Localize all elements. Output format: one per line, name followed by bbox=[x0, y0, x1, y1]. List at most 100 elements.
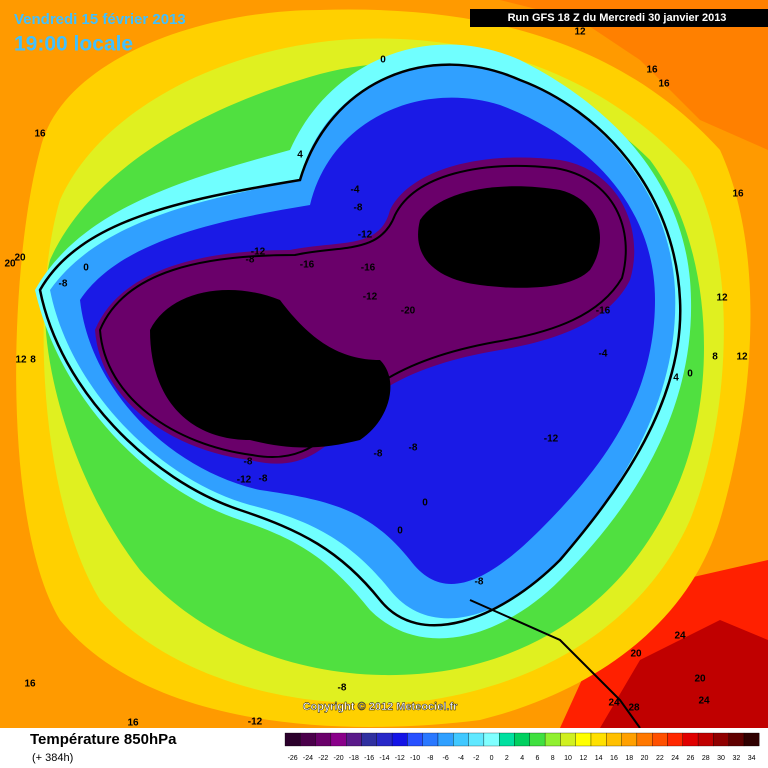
contour-24 bbox=[98, 164, 627, 459]
legend-label: -4 bbox=[458, 755, 464, 762]
contour-label: -8 bbox=[475, 577, 484, 588]
legend-label: 14 bbox=[595, 755, 603, 762]
legend-swatch bbox=[743, 732, 760, 747]
contour-label: -8 bbox=[354, 203, 363, 214]
legend-label: -24 bbox=[303, 755, 313, 762]
contour-label: 20 bbox=[630, 649, 642, 660]
legend-label: 34 bbox=[748, 755, 756, 762]
legend-label: 26 bbox=[687, 755, 695, 762]
legend: -26 -24 -22 -20 -18 -16 -14 -12 -10 -8 -6 -4 -2 0 2 4 6 8… bbox=[284, 732, 760, 762]
run-box bbox=[470, 9, 768, 27]
contour-label: -12 bbox=[251, 247, 266, 258]
legend-swatch bbox=[514, 732, 530, 747]
contour-label: -8 bbox=[338, 683, 347, 694]
legend-label: 18 bbox=[625, 755, 633, 762]
legend-label: -10 bbox=[410, 755, 420, 762]
legend-label: -8 bbox=[427, 755, 433, 762]
contour-label: -20 bbox=[401, 306, 416, 317]
legend-swatch bbox=[697, 732, 714, 747]
contour-label: -4 bbox=[351, 185, 360, 196]
copyright: Copyright © 2012 Meteociel.fr bbox=[303, 701, 459, 713]
contour-label: 4 bbox=[673, 373, 679, 384]
contour-label: 24 bbox=[608, 698, 620, 709]
legend-swatch bbox=[422, 732, 439, 747]
legend-label: -26 bbox=[288, 755, 298, 762]
contour-label: -28 bbox=[332, 376, 347, 387]
contour-label: 16 bbox=[732, 189, 744, 200]
contour-labels: 04-4-8-12-16 -16-12-20-28-32-28-24-16-4-3… bbox=[4, 27, 748, 729]
contour-label: 12 bbox=[716, 293, 728, 304]
contour-label: 0 bbox=[83, 263, 89, 274]
legend-swatch bbox=[728, 732, 745, 747]
legend-swatch bbox=[499, 732, 515, 747]
legend-swatch bbox=[300, 732, 316, 747]
legend-label: 0 bbox=[490, 755, 494, 762]
footer-subtitle: (+ 384h) bbox=[32, 752, 73, 764]
contour-label: -8 bbox=[259, 474, 268, 485]
contour-label: -32 bbox=[513, 230, 528, 241]
legend-swatch bbox=[376, 732, 393, 747]
contour-label: -4 bbox=[599, 349, 608, 360]
contour-label: -12 bbox=[237, 475, 252, 486]
contour-label: -28 bbox=[213, 404, 228, 415]
contour-label: 8 bbox=[712, 352, 718, 363]
contour-label: 16 bbox=[658, 79, 670, 90]
legend-swatch bbox=[529, 732, 546, 747]
footer-title: Température 850hPa bbox=[30, 731, 177, 748]
legend-label: 20 bbox=[641, 755, 649, 762]
contour-label: -12 bbox=[358, 230, 373, 241]
legend-label: 22 bbox=[656, 755, 664, 762]
contour-label: -24 bbox=[291, 346, 306, 357]
contour-label: -24 bbox=[475, 272, 490, 283]
legend-label: -12 bbox=[395, 755, 405, 762]
legend-label: 8 bbox=[551, 755, 555, 762]
legend-swatch bbox=[468, 732, 485, 747]
legend-label: -20 bbox=[333, 755, 343, 762]
legend-label: 4 bbox=[520, 755, 524, 762]
legend-label: -2 bbox=[473, 755, 479, 762]
contour-label: -8 bbox=[409, 443, 418, 454]
contour-label: -16 bbox=[361, 263, 376, 274]
contour-label: -28 bbox=[424, 245, 439, 256]
legend-swatch bbox=[330, 732, 347, 747]
legend-swatch bbox=[315, 732, 332, 747]
legend-label: 32 bbox=[732, 755, 740, 762]
map bbox=[0, 0, 768, 728]
contour-label: -12 bbox=[248, 717, 263, 728]
forecast-time: 19:00 locale bbox=[14, 33, 133, 56]
legend-swatch bbox=[544, 732, 561, 747]
contour-label: -12 bbox=[363, 292, 378, 303]
contour-label: 12 bbox=[574, 27, 586, 38]
contour-label: 28 bbox=[628, 703, 640, 714]
legend-label: 12 bbox=[579, 755, 587, 762]
contour-label: 20 bbox=[694, 674, 706, 685]
legend-label: -22 bbox=[318, 755, 328, 762]
contour-20 bbox=[469, 599, 641, 728]
legend-swatch bbox=[636, 732, 653, 747]
legend-swatch bbox=[391, 732, 408, 747]
contour-label: 8 bbox=[30, 355, 36, 366]
contour-label: -8 bbox=[59, 279, 68, 290]
legend-swatch bbox=[560, 732, 576, 747]
legend-label: -6 bbox=[443, 755, 449, 762]
legend-swatch bbox=[713, 732, 729, 747]
contour-label: -8 bbox=[244, 457, 253, 468]
contour-label: -12 bbox=[544, 434, 559, 445]
contour-label: 12 bbox=[736, 352, 748, 363]
legend-label: 30 bbox=[717, 755, 725, 762]
legend-label: 6 bbox=[535, 755, 539, 762]
contour-label: -8 bbox=[246, 255, 255, 266]
legend-label: 24 bbox=[671, 755, 679, 762]
contour-label: 20 bbox=[14, 253, 26, 264]
legend-swatch bbox=[575, 732, 592, 747]
legend-swatch bbox=[437, 732, 454, 747]
legend-label: -16 bbox=[364, 755, 374, 762]
legend-swatch bbox=[453, 732, 469, 747]
contour-label: 12 bbox=[15, 355, 27, 366]
legend-swatch bbox=[346, 732, 362, 747]
contour-label: -16 bbox=[300, 260, 315, 271]
contour-label: 0 bbox=[687, 369, 693, 380]
contour-label: 0 bbox=[380, 55, 386, 66]
legend-swatch bbox=[621, 732, 638, 747]
